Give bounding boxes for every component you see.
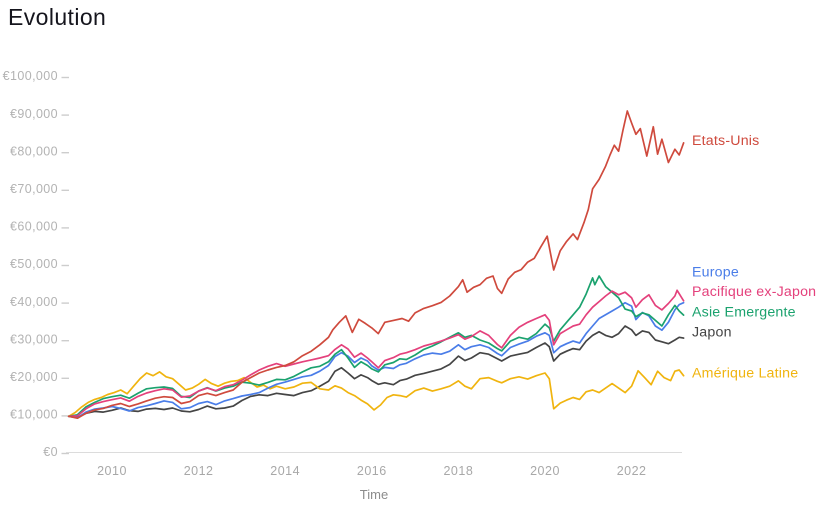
y-tick-label: €90,000	[10, 107, 58, 121]
series-line-asie-emergente[interactable]	[67, 275, 685, 418]
y-tick-label: €70,000	[10, 182, 58, 196]
x-tick-label: 2014	[270, 464, 300, 478]
series-line-amerique-latine[interactable]	[67, 369, 685, 418]
y-tick-label: €60,000	[10, 220, 58, 234]
y-tick-label: €100,000	[3, 69, 58, 83]
series-label-pacifique-ex-japon: Pacifique ex-Japon	[692, 284, 816, 300]
y-tick-label: €0	[43, 445, 58, 459]
y-tick-label: €40,000	[10, 295, 58, 309]
series-label-asie-emergente: Asie Emergente	[692, 304, 796, 320]
chart-title: Evolution	[8, 4, 107, 30]
series-label-europe: Europe	[692, 265, 739, 281]
series-line-europe[interactable]	[67, 301, 685, 419]
series-line-etats-unis[interactable]	[67, 110, 685, 420]
y-tick-label: €80,000	[10, 144, 58, 158]
series-label-japon: Japon	[692, 325, 732, 341]
series-line-japon[interactable]	[67, 325, 685, 419]
x-tick-label: 2020	[530, 464, 560, 478]
x-tick-label: 2016	[357, 464, 387, 478]
series-label-etats-unis: Etats-Unis	[692, 133, 759, 149]
y-tick-label: €50,000	[10, 257, 58, 271]
x-tick-label: 2022	[617, 464, 647, 478]
y-tick-label: €30,000	[10, 332, 58, 346]
y-tick-label: €20,000	[10, 370, 58, 384]
x-tick-label: 2018	[443, 464, 473, 478]
y-tick-label: €10,000	[10, 408, 58, 422]
x-tick-label: 2010	[97, 464, 127, 478]
series-line-pacifique-ex-japon[interactable]	[67, 289, 685, 418]
series-label-amerique-latine: Amérique Latine	[692, 365, 798, 381]
x-tick-label: 2012	[184, 464, 214, 478]
x-axis-title: Time	[360, 487, 388, 502]
